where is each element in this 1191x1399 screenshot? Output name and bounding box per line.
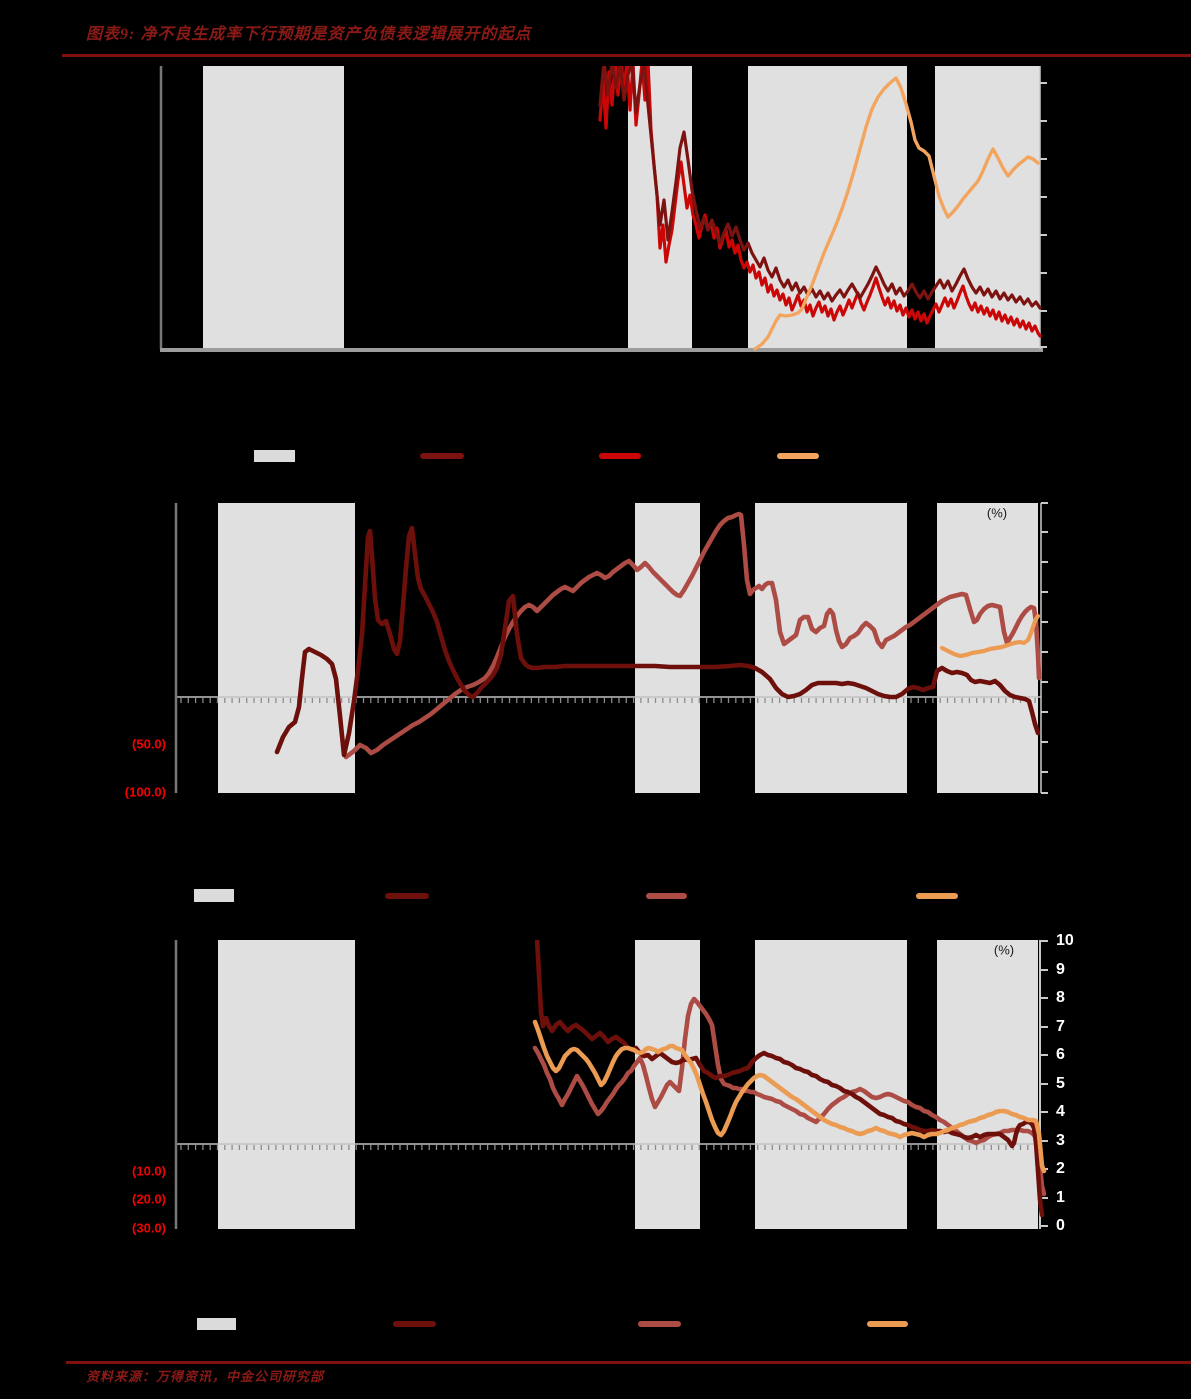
unit-label: (%) — [987, 505, 1007, 520]
bottom-axis — [160, 348, 1043, 352]
recession-band — [218, 940, 355, 1229]
right-axis-label: 7 — [1056, 1018, 1065, 1035]
recession-band — [218, 503, 355, 793]
legend-swatch-line — [420, 453, 464, 459]
recession-band — [635, 503, 700, 793]
legend-swatch-line — [916, 892, 958, 899]
title-underline — [62, 54, 1191, 57]
right-axis-label: 5 — [1056, 1075, 1065, 1092]
dark-red-line-series — [598, 66, 1042, 310]
footer-rule — [66, 1361, 1191, 1364]
right-axis-label: 4 — [1056, 1103, 1065, 1120]
left-axis-label: (10.0) — [132, 1163, 166, 1178]
orange-line-series — [753, 76, 1040, 351]
right-axis-label: 1 — [1056, 1189, 1065, 1206]
source-note: 资料来源：万得资讯，中金公司研究部 — [86, 1369, 325, 1384]
right-axis-label: 6 — [1056, 1046, 1065, 1063]
left-axis-label: (20.0) — [132, 1191, 166, 1206]
legend-swatch-line — [599, 453, 641, 459]
left-axis-label: (50.0) — [132, 736, 166, 751]
legend-swatch-line — [393, 1321, 436, 1327]
right-axis-label: 9 — [1056, 961, 1065, 978]
legend-swatch-band — [197, 1318, 236, 1330]
legend-swatch-line — [777, 453, 819, 459]
recession-band — [748, 66, 907, 349]
maroon-line-series — [274, 525, 1041, 758]
indian-red-line-series — [343, 511, 1042, 760]
bright-red-line-series — [598, 66, 1042, 338]
orange-line-series — [532, 1019, 1047, 1174]
unit-label: (%) — [994, 942, 1014, 957]
right-axis-label: 2 — [1056, 1160, 1065, 1177]
recession-band — [755, 503, 907, 793]
legend-swatch-line — [385, 892, 429, 899]
right-axis-label: 10 — [1056, 932, 1074, 949]
right-axis-label: 3 — [1056, 1132, 1065, 1149]
orange-line-series — [939, 613, 1041, 659]
legend-swatch-band — [254, 450, 295, 462]
left-axis-label: (30.0) — [132, 1220, 166, 1235]
legend-swatch-band — [194, 889, 234, 902]
maroon-line-series — [534, 940, 1045, 1218]
right-axis-label: 8 — [1056, 989, 1065, 1006]
recession-band — [203, 66, 344, 349]
right-axis-label: 0 — [1056, 1217, 1065, 1234]
recession-band — [937, 940, 1038, 1229]
legend-swatch-line — [646, 892, 687, 899]
left-axis-label: (100.0) — [125, 784, 166, 799]
legend-swatch-line — [867, 1321, 908, 1327]
legend-swatch-line — [638, 1321, 681, 1327]
figure-title: 图表9: 净不良生成率下行预期是资产负债表逻辑展开的起点 — [86, 26, 532, 43]
